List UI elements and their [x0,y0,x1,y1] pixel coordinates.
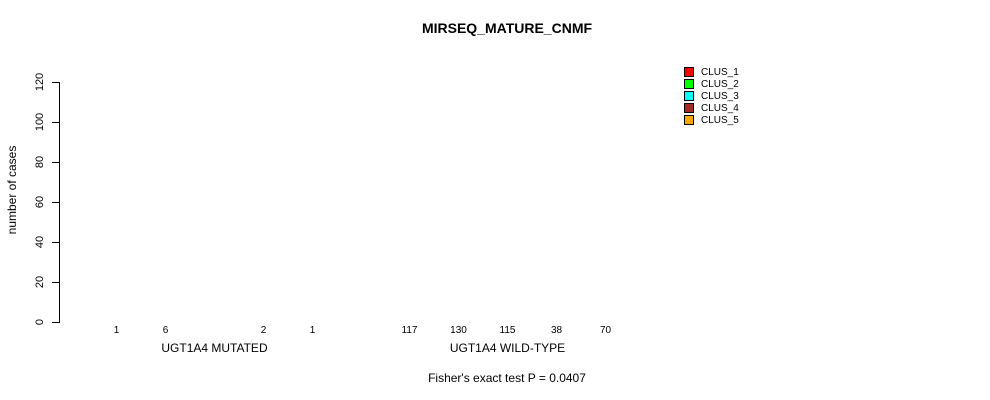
chart-title: MIRSEQ_MATURE_CNMF [421,20,593,36]
bar-value-label: 70 [599,325,612,336]
bar-value-label: 6 [162,325,169,336]
bar-value-label: 1 [309,325,316,336]
chart-subtitle: Fisher's exact test P = 0.0407 [428,371,586,385]
legend-label: CLUS_5 [701,114,739,126]
y-tick-label: 20 [34,275,46,289]
legend-swatch-clus_2 [684,79,694,89]
group-label: UGT1A4 MUTATED [161,341,268,355]
y-tick-label: 100 [34,112,46,132]
bar-value-label: 130 [450,325,467,336]
legend-item: CLUS_4 [684,102,739,114]
y-tick-label: 120 [34,72,46,92]
legend-item: CLUS_2 [684,78,739,90]
legend-swatch-clus_4 [684,103,694,113]
y-tick-label: 80 [34,155,46,169]
bar-value-label: 1 [113,325,120,336]
y-tick [52,242,60,243]
legend-label: CLUS_3 [701,90,739,102]
group-label: UGT1A4 WILD-TYPE [449,341,566,355]
legend-label: CLUS_2 [701,78,739,90]
legend-item: CLUS_5 [684,114,739,126]
legend: CLUS_1 CLUS_2 CLUS_3 CLUS_4 CLUS_5 [684,66,739,126]
legend-label: CLUS_1 [701,66,739,78]
y-tick [52,122,60,123]
legend-swatch-clus_3 [684,91,694,101]
bar-value-label: 117 [401,325,418,336]
legend-item: CLUS_1 [684,66,739,78]
y-tick-label: 0 [34,318,46,326]
bar-value-label: 115 [499,325,516,336]
y-tick-label: 60 [34,195,46,209]
legend-swatch-clus_5 [684,115,694,125]
y-tick [52,202,60,203]
bar-value-label: 38 [550,325,563,336]
y-tick [52,282,60,283]
y-tick [52,82,60,83]
legend-swatch-clus_1 [684,67,694,77]
legend-label: CLUS_4 [701,102,739,114]
legend-item: CLUS_3 [684,90,739,102]
y-tick [52,162,60,163]
y-tick [52,322,60,323]
y-axis-title: number of cases [5,145,19,235]
bar-value-label: 2 [260,325,267,336]
y-tick-label: 40 [34,235,46,249]
